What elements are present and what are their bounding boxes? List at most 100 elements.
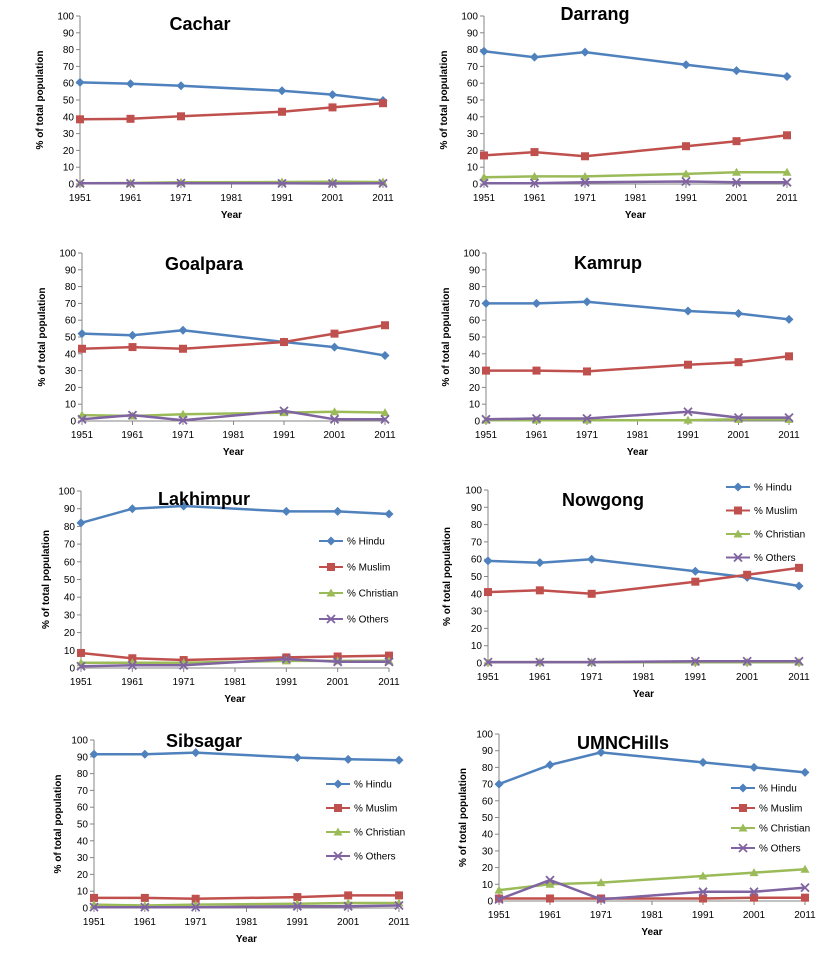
hindu-marker	[328, 90, 337, 100]
x-tick-label: 1991	[271, 193, 294, 204]
chart-title: Sibsagar	[166, 731, 242, 751]
y-tick-label: 40	[77, 836, 89, 847]
y-tick-label: 10	[63, 163, 75, 174]
muslim-marker	[783, 131, 791, 140]
others-marker	[731, 177, 742, 187]
muslim-marker	[546, 894, 554, 903]
hindu-marker	[292, 753, 302, 763]
hindu-marker	[394, 755, 404, 765]
y-tick-label: 50	[482, 813, 494, 824]
hindu-marker	[749, 762, 759, 772]
series-line-hindu	[486, 300, 790, 321]
others-marker	[596, 894, 606, 904]
series-line-hindu	[81, 329, 386, 357]
muslim-marker	[78, 344, 86, 353]
muslim-marker	[278, 107, 286, 116]
x-axis-label: Year	[641, 927, 662, 938]
others-marker	[327, 178, 338, 189]
others-marker	[77, 414, 87, 424]
christian-marker	[178, 409, 188, 418]
y-tick-label: 20	[471, 624, 483, 635]
hindu-marker	[140, 749, 150, 759]
legend-label: % Muslim	[354, 804, 397, 815]
hindu-marker	[738, 783, 748, 793]
hindu-marker	[191, 748, 201, 758]
series-line-others	[484, 180, 787, 185]
hindu-marker	[587, 554, 597, 564]
legend-label: % Christian	[759, 824, 810, 835]
series-line-muslim	[486, 355, 790, 373]
y-axis-label: % of total population	[458, 768, 469, 867]
hindu-marker	[77, 329, 87, 339]
chart-panel: 0 10 20 30 40 50 60 70 80 90 100 1951 1961 1971 1981 19…	[37, 249, 396, 459]
muslim-marker	[327, 563, 335, 571]
others-marker	[127, 660, 137, 670]
y-tick-label: 90	[482, 746, 494, 757]
x-tick-label: 1971	[574, 193, 597, 204]
y-tick-label: 90	[64, 504, 76, 515]
y-tick-label: 90	[467, 28, 479, 39]
christian-marker	[333, 827, 343, 836]
x-tick-label: 2001	[323, 430, 346, 441]
others-marker	[481, 414, 491, 424]
y-tick-label: 70	[64, 540, 76, 551]
x-tick-label: 1991	[286, 917, 309, 928]
muslim-marker	[293, 893, 302, 902]
others-marker	[281, 654, 291, 664]
y-tick-label: 90	[63, 28, 75, 39]
others-marker	[89, 902, 99, 912]
christian-marker	[749, 868, 759, 877]
x-tick-label: 2011	[388, 917, 410, 928]
others-marker	[531, 413, 542, 424]
x-tick-label: 1951	[83, 917, 106, 928]
y-tick-label: 20	[65, 383, 77, 394]
christian-marker	[326, 588, 336, 597]
y-tick-label: 40	[469, 349, 481, 360]
hindu-marker	[326, 536, 336, 546]
series-line-christian	[483, 170, 787, 179]
christian-marker	[738, 823, 748, 832]
others-marker	[794, 656, 804, 666]
muslim-marker	[330, 329, 339, 338]
x-tick-label: 1981	[222, 430, 245, 441]
x-tick-label: 2001	[743, 910, 766, 921]
christian-marker	[800, 864, 810, 873]
y-tick-label: 100	[461, 12, 478, 23]
hindu-marker	[380, 350, 390, 360]
others-marker	[580, 177, 590, 187]
christian-marker	[494, 885, 504, 894]
chart-title: Kamrup	[574, 253, 642, 273]
x-axis-label: Year	[627, 447, 648, 458]
others-marker	[75, 178, 85, 188]
y-tick-label: 100	[71, 736, 88, 747]
x-axis-label: Year	[224, 694, 245, 705]
muslim-marker	[484, 588, 492, 597]
hindu-marker	[732, 66, 741, 76]
others-marker	[179, 660, 189, 670]
hindu-marker	[733, 482, 743, 492]
series-line-others	[498, 878, 806, 901]
y-tick-label: 50	[471, 572, 483, 583]
x-tick-label: 2001	[321, 193, 344, 204]
muslim-marker	[532, 366, 541, 375]
others-marker	[277, 178, 287, 188]
x-tick-label: 1971	[576, 430, 599, 441]
hindu-marker	[479, 46, 489, 56]
others-marker	[333, 657, 343, 667]
chart-title: UMNCHills	[577, 733, 669, 753]
y-tick-label: 20	[467, 146, 479, 157]
hindu-marker	[128, 330, 137, 340]
hindu-marker	[483, 556, 493, 566]
muslim-marker	[344, 891, 353, 900]
muslim-marker	[128, 343, 137, 352]
series-line-hindu	[483, 50, 788, 78]
y-tick-label: 80	[77, 769, 89, 780]
others-marker	[483, 657, 493, 667]
y-axis-label: % of total population	[53, 775, 64, 874]
x-tick-label: 1951	[477, 672, 500, 683]
x-tick-label: 1951	[69, 193, 92, 204]
x-tick-label: 1961	[121, 677, 144, 688]
y-tick-label: 100	[57, 12, 74, 23]
others-marker	[191, 902, 201, 912]
